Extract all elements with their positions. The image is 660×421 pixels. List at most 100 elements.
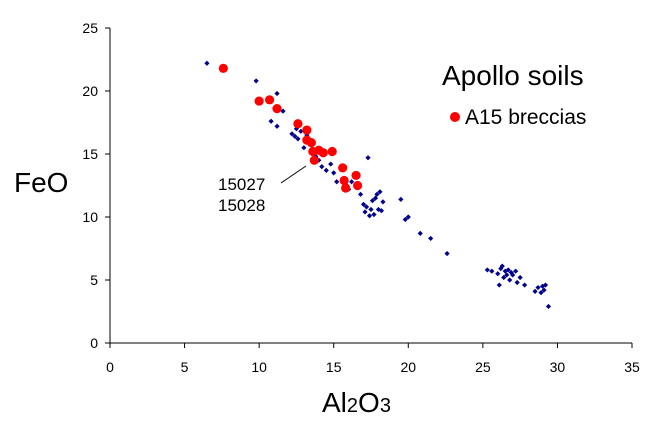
x-tick-label: 20 [400, 359, 416, 375]
soil-point [280, 108, 286, 114]
soil-point [368, 206, 374, 213]
axis-layer: 0 5 10 15 20 25 0 5 10 15 20 25 30 35 [82, 20, 640, 375]
x-axis-label-sub2: 3 [380, 395, 391, 417]
soil-point [510, 272, 516, 278]
soil-point [501, 274, 507, 281]
soil-point [504, 272, 510, 278]
soil-point [371, 211, 377, 218]
y-tick-label: 10 [82, 209, 98, 225]
soil-point [293, 126, 300, 132]
soil-point [274, 90, 280, 97]
soil-point [323, 167, 329, 173]
soil-point [301, 145, 307, 151]
soil-point [295, 136, 301, 142]
x-tick-label: 5 [181, 359, 189, 375]
soil-point [360, 201, 367, 207]
soil-point [289, 131, 295, 137]
soil-point [499, 263, 505, 269]
soil-point [522, 282, 528, 288]
breccia-point [338, 163, 348, 173]
y-tick-label: 25 [82, 20, 98, 36]
soil-point [484, 267, 490, 273]
soil-point [496, 282, 502, 288]
breccia-point [339, 175, 349, 186]
breccia-point [352, 180, 363, 191]
x-axis-label-mid: O [358, 387, 380, 418]
soil-point [513, 268, 519, 274]
breccia-point [293, 119, 303, 129]
breccia-point [341, 183, 351, 193]
annotation-leader-line [280, 165, 307, 184]
x-tick-label: 25 [475, 359, 491, 375]
breccia-point [306, 138, 316, 148]
soil-point [545, 303, 552, 310]
soil-point [204, 60, 210, 66]
soil-point [357, 191, 364, 197]
soil-point [428, 235, 434, 242]
soil-point [274, 123, 280, 129]
soil-point [402, 216, 408, 223]
soil-point [374, 191, 380, 197]
soil-point [362, 209, 368, 215]
y-tick-label: 15 [82, 146, 98, 162]
soil-point [292, 133, 298, 139]
x-tick-label: 35 [624, 359, 640, 375]
y-tick-label: 0 [90, 335, 98, 351]
soil-point [319, 164, 325, 170]
soil-point [495, 271, 501, 277]
breccia-point [309, 155, 319, 165]
breccia-point [218, 63, 228, 73]
soil-point [377, 189, 383, 195]
soil-point [331, 170, 337, 176]
x-axis-label: Al2O3 [322, 387, 391, 418]
x-tick-label: 10 [251, 359, 267, 375]
legend-breccia-marker [450, 112, 460, 122]
soil-point [372, 195, 379, 201]
soil-point [334, 179, 340, 185]
soil-point [508, 269, 514, 276]
soil-point [328, 161, 334, 167]
soil-point [532, 288, 538, 294]
soil-point [444, 250, 450, 257]
soil-point [298, 128, 304, 134]
soil-point [505, 267, 511, 273]
y-tick-label: 5 [90, 272, 98, 288]
breccia-point [254, 96, 264, 106]
soil-point [498, 266, 504, 272]
soil-point [349, 179, 355, 185]
soil-point [365, 155, 371, 161]
soil-point [253, 78, 259, 84]
soil-point [514, 279, 520, 286]
soil-point [366, 213, 373, 219]
x-axis-label-main: Al [322, 387, 347, 418]
soil-point [489, 268, 495, 274]
x-tick-label: 0 [106, 359, 114, 375]
soil-point [405, 214, 411, 220]
y-tick-label: 20 [82, 83, 98, 99]
points-layer [204, 60, 552, 310]
annotation-label-2: 15028 [218, 196, 265, 215]
soil-point [507, 277, 513, 283]
breccia-point [272, 104, 282, 114]
soil-point [517, 274, 523, 281]
legend-breccia-label: A15 breccias [465, 106, 586, 129]
x-tick-label: 15 [326, 359, 342, 375]
x-axis-label-sub1: 2 [347, 395, 358, 417]
soil-point [541, 287, 547, 293]
soil-point [538, 290, 544, 296]
soil-point [369, 198, 376, 204]
soil-point [380, 199, 386, 205]
soil-point [363, 204, 370, 210]
breccia-point [351, 170, 361, 181]
x-tick-label: 30 [550, 359, 566, 375]
legend-title: Apollo soils [442, 60, 584, 91]
breccia-point [302, 125, 312, 135]
breccia-point [327, 146, 337, 157]
annotation-label-1: 15027 [218, 175, 265, 194]
soil-point [398, 196, 404, 202]
soil-point [542, 282, 549, 288]
soil-point [378, 208, 385, 214]
y-axis-label: FeO [14, 167, 68, 198]
breccia-point [318, 148, 328, 158]
